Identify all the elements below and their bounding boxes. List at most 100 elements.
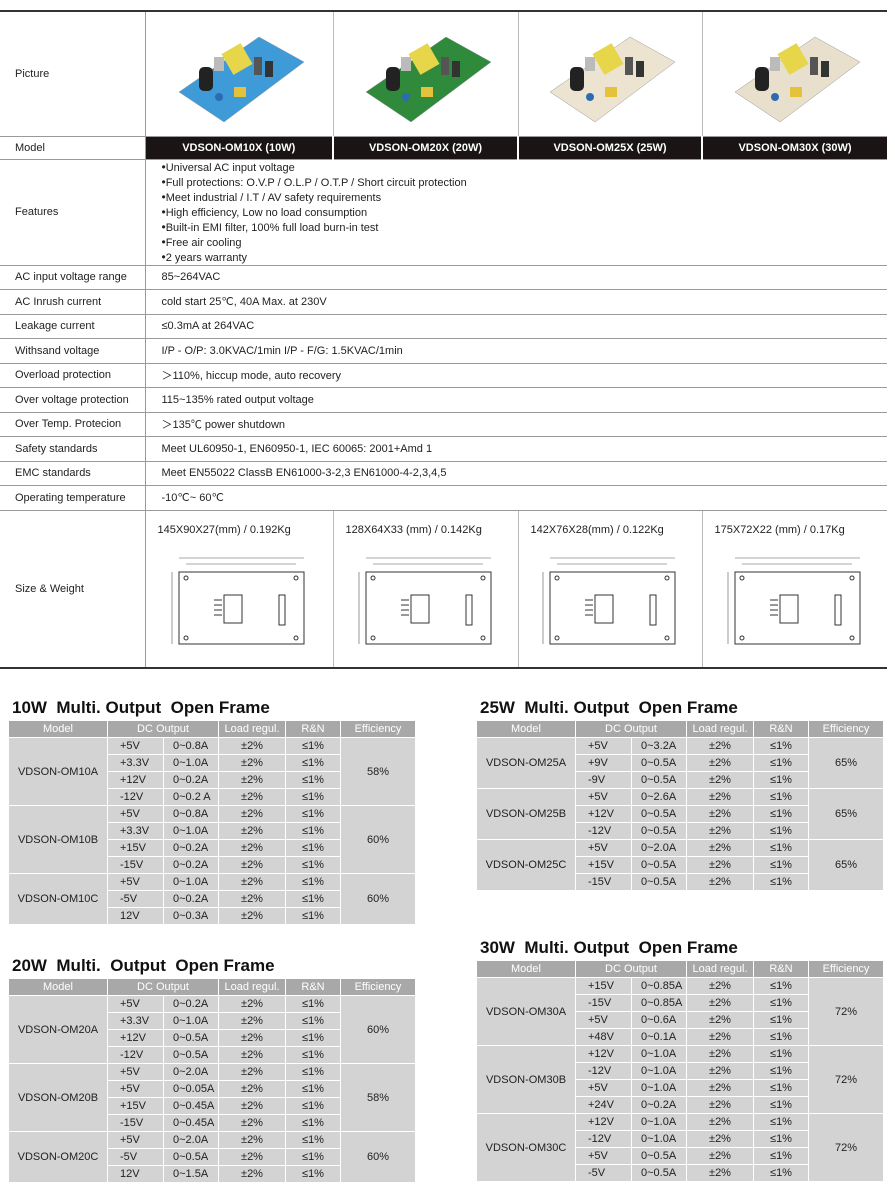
row-label: AC Inrush current — [0, 289, 146, 315]
cell: ≤1% — [285, 805, 341, 823]
feature-item: Full protections: O.V.P / O.L.P / O.T.P … — [162, 175, 888, 190]
cell: ±2% — [686, 788, 754, 806]
cell: +5V — [575, 788, 632, 806]
cell: ≤1% — [285, 1063, 341, 1081]
output-table: Model DC Output Load regul. R&N Efficiency VD… — [476, 720, 884, 891]
table-row: 12V 0~0.3A ±2% ≤1% — [9, 907, 416, 925]
cell: ≤1% — [753, 1096, 809, 1114]
table-row: +12V 0~0.2A ±2% ≤1% — [9, 771, 416, 789]
model-cell: VDSON-OM30C — [476, 1113, 576, 1182]
size-weight-row: Size & Weight 145X90X27(mm) / 0.192Kg 12… — [0, 510, 887, 669]
cell: +15V — [575, 977, 632, 995]
cell: 0~2.0A — [163, 1063, 219, 1081]
feature-item: High efficiency, Low no load consumption — [162, 205, 888, 220]
row-value: 115~135% rated output voltage — [145, 387, 887, 413]
col-header: DC Output — [575, 720, 687, 738]
features-row: Features Universal AC input voltageFull … — [0, 159, 888, 266]
cell: ±2% — [218, 873, 286, 891]
cell: ≤1% — [285, 1114, 341, 1132]
cell: +24V — [575, 1096, 632, 1114]
cell: ±2% — [218, 995, 286, 1013]
row-label: Over voltage protection — [0, 387, 146, 413]
cell: ±2% — [686, 822, 754, 840]
cell: ≤1% — [285, 907, 341, 925]
cell: ±2% — [686, 1079, 754, 1097]
table-title: 30W Multi. Output Open Frame — [480, 938, 738, 957]
cell: +5V — [575, 1011, 632, 1029]
cell: ±2% — [218, 907, 286, 925]
cell: +5V — [107, 1080, 164, 1098]
cell: ±2% — [218, 1029, 286, 1047]
row-label: Leakage current — [0, 314, 146, 339]
table-row: -15V 0~0.5A ±2% ≤1% — [477, 873, 884, 891]
pcb-image — [549, 36, 676, 123]
row-value: I/P - O/P: 3.0KVAC/1min I/P - F/G: 1.5KV… — [145, 338, 887, 364]
size-text: 145X90X27(mm) / 0.192Kg — [157, 524, 291, 537]
cell: ≤1% — [285, 754, 341, 772]
cell: ≤1% — [753, 977, 809, 995]
picture-row: Picture — [0, 10, 887, 137]
cell: ±2% — [218, 754, 286, 772]
cell: 0~0.2A — [163, 839, 219, 857]
row-label: Safety standards — [0, 436, 146, 462]
cell: 0~1.0A — [163, 754, 219, 772]
cell: 0~0.5A — [631, 1164, 687, 1182]
table-row: -9V 0~0.5A ±2% ≤1% — [477, 771, 884, 789]
spec-row: Leakage current ≤0.3mA at 264VAC — [0, 314, 887, 339]
cell: 0~0.1A — [631, 1028, 687, 1046]
cell: ≤1% — [753, 1028, 809, 1046]
cell: +12V — [575, 1045, 632, 1063]
spec-table: Picture Model VDSON-OM10X (10W) VDSON-OM… — [0, 10, 887, 669]
product-picture — [702, 10, 887, 137]
efficiency-cell: 60% — [340, 805, 416, 874]
cell: ≤1% — [285, 873, 341, 891]
cell: ≤1% — [753, 1113, 809, 1131]
cell: 0~0.5A — [631, 754, 687, 772]
efficiency-cell: 65% — [808, 737, 884, 789]
spec-row: Safety standards Meet UL60950-1, EN60950-… — [0, 436, 887, 462]
cell: 0~2.6A — [631, 788, 687, 806]
efficiency-cell: 72% — [808, 1045, 884, 1114]
output-table: Model DC Output Load regul. R&N Efficiency VD… — [8, 720, 416, 925]
cell: 0~0.85A — [631, 977, 687, 995]
table-row: -12V 0~1.0A ±2% ≤1% — [477, 1062, 884, 1080]
table-row: -15V 0~0.85A ±2% ≤1% — [477, 994, 884, 1012]
cell: ±2% — [686, 805, 754, 823]
table-row: VDSON-OM30C +12V 0~1.0A ±2% ≤1% 72% — [476, 1113, 884, 1182]
header-row: Model DC Output Load regul. R&N Efficiency — [476, 720, 884, 738]
cell: ≤1% — [285, 1046, 341, 1064]
cell: ≤1% — [753, 771, 809, 789]
table-row: -15V 0~0.45A ±2% ≤1% — [9, 1114, 416, 1132]
product-picture — [333, 10, 519, 137]
model-cell: VDSON-OM25C — [476, 839, 576, 891]
table-row: VDSON-OM10C +5V 0~1.0A ±2% ≤1% 60% — [8, 873, 416, 925]
table-row: +48V 0~0.1A ±2% ≤1% — [477, 1028, 884, 1046]
model-name: VDSON-OM30X (30W) — [702, 136, 887, 160]
cell: ±2% — [686, 1130, 754, 1148]
model-name: VDSON-OM10X (10W) — [145, 136, 334, 160]
size-text: 142X76X28(mm) / 0.122Kg — [530, 524, 664, 537]
cell: +5V — [107, 737, 164, 755]
cell: ±2% — [218, 1012, 286, 1030]
cell: +5V — [107, 1131, 164, 1149]
cell: ≤1% — [753, 822, 809, 840]
cell: 0~0.5A — [631, 1147, 687, 1165]
feature-item: Meet industrial / I.T / AV safety requir… — [162, 190, 888, 205]
cell: +5V — [107, 995, 164, 1013]
dimension-drawing — [542, 557, 676, 645]
pcb-image — [734, 36, 861, 123]
cell: ±2% — [218, 1097, 286, 1115]
cell: 0~1.0A — [631, 1079, 687, 1097]
spec-row: Over Temp. Protecion ＞135℃ power shutdown — [0, 412, 887, 437]
header-row: Model DC Output Load regul. R&N Efficiency — [8, 978, 416, 996]
table-row: -12V 0~0.2 A ±2% ≤1% — [9, 788, 416, 806]
row-value: ＞135℃ power shutdown — [145, 412, 887, 437]
feature-item: 2 years warranty — [162, 250, 888, 265]
col-header: Load regul. — [218, 978, 286, 996]
table-title: 10W Multi. Output Open Frame — [12, 698, 270, 717]
cell: +5V — [107, 805, 164, 823]
col-header: Load regul. — [218, 720, 286, 738]
cell: +3.3V — [107, 822, 164, 840]
cell: -12V — [575, 1062, 632, 1080]
header-row: Model DC Output Load regul. R&N Efficiency — [476, 960, 884, 978]
